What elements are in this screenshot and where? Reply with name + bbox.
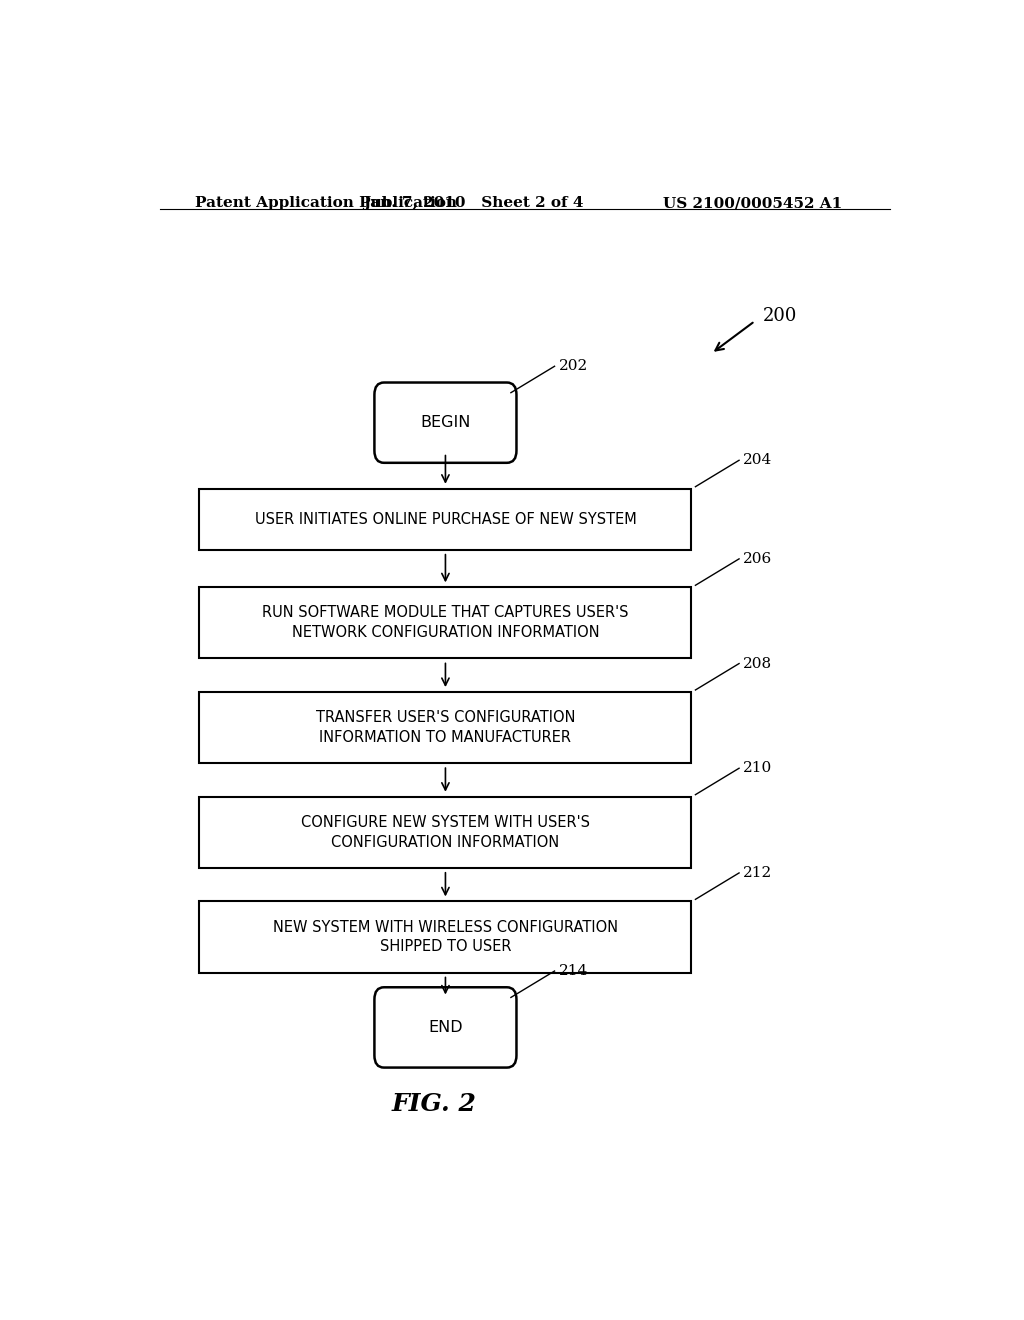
- FancyBboxPatch shape: [200, 587, 691, 659]
- Text: END: END: [428, 1020, 463, 1035]
- FancyBboxPatch shape: [200, 692, 691, 763]
- Text: FIG. 2: FIG. 2: [391, 1092, 476, 1115]
- Text: 202: 202: [558, 359, 588, 374]
- Text: 204: 204: [743, 453, 772, 467]
- Text: TRANSFER USER'S CONFIGURATION
INFORMATION TO MANUFACTURER: TRANSFER USER'S CONFIGURATION INFORMATIO…: [315, 710, 575, 744]
- FancyBboxPatch shape: [200, 902, 691, 973]
- Text: NEW SYSTEM WITH WIRELESS CONFIGURATION
SHIPPED TO USER: NEW SYSTEM WITH WIRELESS CONFIGURATION S…: [272, 920, 618, 954]
- FancyBboxPatch shape: [200, 488, 691, 549]
- Text: CONFIGURE NEW SYSTEM WITH USER'S
CONFIGURATION INFORMATION: CONFIGURE NEW SYSTEM WITH USER'S CONFIGU…: [301, 814, 590, 850]
- Text: 214: 214: [558, 964, 588, 978]
- Text: 208: 208: [743, 656, 772, 671]
- FancyBboxPatch shape: [375, 383, 516, 463]
- Text: 200: 200: [763, 308, 798, 325]
- Text: Jan. 7, 2010   Sheet 2 of 4: Jan. 7, 2010 Sheet 2 of 4: [362, 195, 584, 210]
- Text: US 2100/0005452 A1: US 2100/0005452 A1: [663, 195, 842, 210]
- Text: 206: 206: [743, 552, 772, 566]
- Text: USER INITIATES ONLINE PURCHASE OF NEW SYSTEM: USER INITIATES ONLINE PURCHASE OF NEW SY…: [255, 512, 636, 527]
- FancyBboxPatch shape: [200, 797, 691, 867]
- Text: RUN SOFTWARE MODULE THAT CAPTURES USER'S
NETWORK CONFIGURATION INFORMATION: RUN SOFTWARE MODULE THAT CAPTURES USER'S…: [262, 606, 629, 640]
- Text: 210: 210: [743, 762, 772, 775]
- Text: BEGIN: BEGIN: [420, 416, 471, 430]
- FancyBboxPatch shape: [375, 987, 516, 1068]
- Text: Patent Application Publication: Patent Application Publication: [196, 195, 458, 210]
- Text: 212: 212: [743, 866, 772, 880]
